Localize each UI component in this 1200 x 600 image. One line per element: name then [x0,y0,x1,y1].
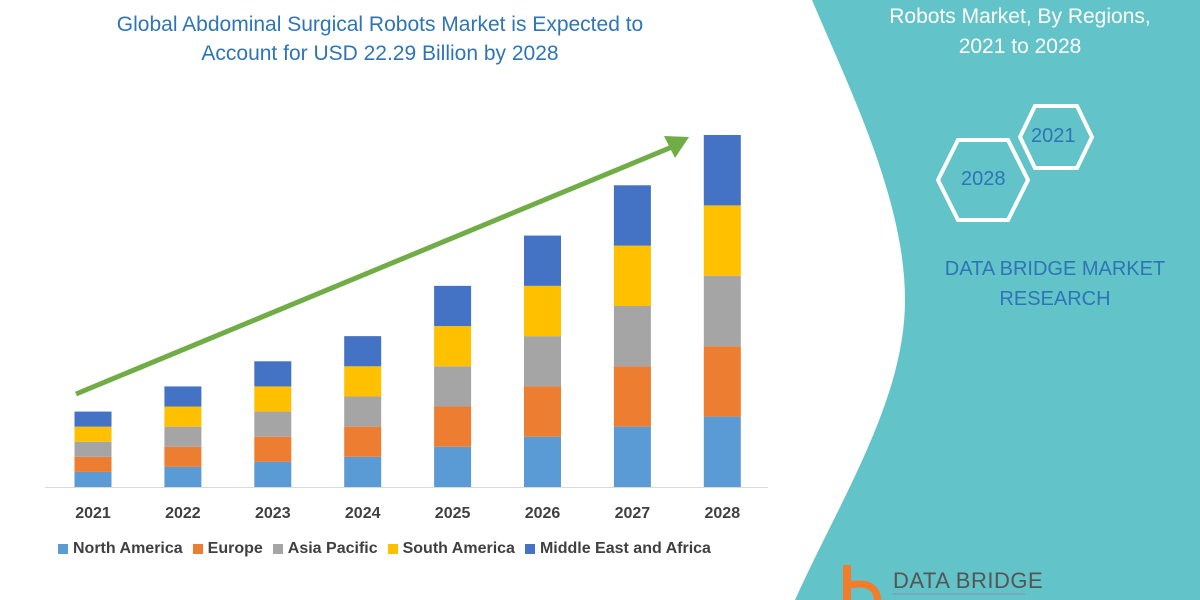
trend-arrow-line [75,144,673,397]
bar-segment-north-america-2024 [344,456,382,487]
bar-segment-south-america-2025 [434,326,472,367]
bar-segment-europe-2027 [613,366,651,427]
bar-segment-north-america-2026 [524,436,561,487]
hexagon-2028 [935,138,1031,222]
bar-segment-middle-east-and-africa-2028 [703,135,741,206]
bar-segment-middle-east-and-africa-2026 [524,235,561,286]
x-tick-label: 2021 [75,505,111,522]
bar-segment-europe-2024 [344,426,382,457]
legend-swatch [387,544,398,554]
legend-swatch [192,544,203,554]
legend-label: South America [402,540,515,557]
bar-segment-middle-east-and-africa-2024 [344,336,382,367]
bar-segment-europe-2021 [74,456,112,472]
x-tick-label: 2023 [255,505,291,522]
bar-segment-south-america-2023 [254,386,292,412]
legend-item-middle-east-and-africa: Middle East and Africa [524,540,711,558]
legend-swatch [272,544,283,554]
bar-segment-middle-east-and-africa-2021 [74,411,112,427]
legend-label: Europe [207,540,263,557]
bar-segment-north-america-2027 [613,426,651,487]
bar-segment-north-america-2028 [703,416,741,487]
bar-segment-asia-pacific-2027 [613,305,651,367]
legend-swatch [524,544,535,554]
bar-segment-south-america-2028 [703,205,741,276]
panel-title: Robots Market, By Regions, 2021 to 2028 [840,2,1200,62]
brand-line-1: DATA BRIDGE MARKET [944,258,1166,280]
legend: North America Europe Asia Pacific South Ame… [58,540,711,558]
legend-label: Middle East and Africa [539,540,711,557]
hexagon-2021 [1017,104,1095,170]
legend-label: Asia Pacific [287,540,378,557]
bar-segment-north-america-2021 [74,471,112,487]
bar-segment-asia-pacific-2022 [164,426,202,447]
bar-segment-south-america-2024 [344,366,382,397]
legend-item-north-america: North America [58,540,183,558]
hex-label-2021: 2021 [1031,125,1076,147]
x-tick-label: 2024 [345,505,381,522]
bar-segment-middle-east-and-africa-2025 [434,285,472,327]
bar-segment-north-america-2023 [254,461,292,487]
bar-segment-middle-east-and-africa-2027 [613,185,651,246]
title-line-2: Account for USD 22.29 Billion by 2028 [201,42,559,65]
x-tick-label: 2027 [615,505,651,522]
bar-segment-asia-pacific-2021 [74,441,112,457]
bar-segment-europe-2022 [164,446,202,467]
x-tick-label: 2025 [435,505,471,522]
title-line-1: Global Abdominal Surgical Robots Market … [116,13,644,36]
legend-label: North America [73,540,183,557]
bar-segment-europe-2023 [254,436,292,462]
bar-segment-south-america-2022 [164,406,202,427]
panel-title-line-1: Robots Market, By Regions, [889,5,1151,28]
x-tick-label: 2028 [705,505,741,522]
bar-segment-europe-2025 [434,406,472,447]
bar-segment-south-america-2021 [74,426,112,442]
teal-panel [795,0,1200,600]
bar-segment-middle-east-and-africa-2023 [254,361,292,387]
legend-item-south-america: South America [387,540,515,558]
brand-line-2: RESEARCH [999,288,1111,310]
logo-icon [843,565,1025,600]
hex-label-2028: 2028 [961,168,1006,190]
bar-segment-asia-pacific-2023 [254,411,292,437]
bar-segment-middle-east-and-africa-2022 [164,386,202,407]
logo-text: DATA BRIDGE [893,568,1044,593]
bar-segment-asia-pacific-2028 [703,275,741,347]
legend-item-asia-pacific: Asia Pacific [272,540,378,558]
bar-segment-north-america-2025 [434,446,472,487]
legend-item-europe: Europe [192,540,263,558]
bar-segment-europe-2026 [524,386,561,437]
bar-segment-south-america-2026 [524,285,561,337]
x-tick-label: 2026 [525,505,561,522]
legend-swatch [58,544,68,554]
brand-text: DATA BRIDGE MARKET RESEARCH [920,254,1190,314]
bar-segment-north-america-2022 [164,466,202,487]
chart-title: Global Abdominal Surgical Robots Market … [40,10,720,68]
trend-arrow-head-icon [664,136,689,158]
panel-title-line-2: 2021 to 2028 [958,35,1082,58]
bar-segment-south-america-2027 [613,245,651,306]
x-tick-label: 2022 [165,505,201,522]
bar-segment-asia-pacific-2024 [344,396,382,427]
bar-segment-asia-pacific-2026 [524,336,561,387]
bar-segment-asia-pacific-2025 [434,366,472,407]
bar-segment-europe-2028 [703,346,741,417]
